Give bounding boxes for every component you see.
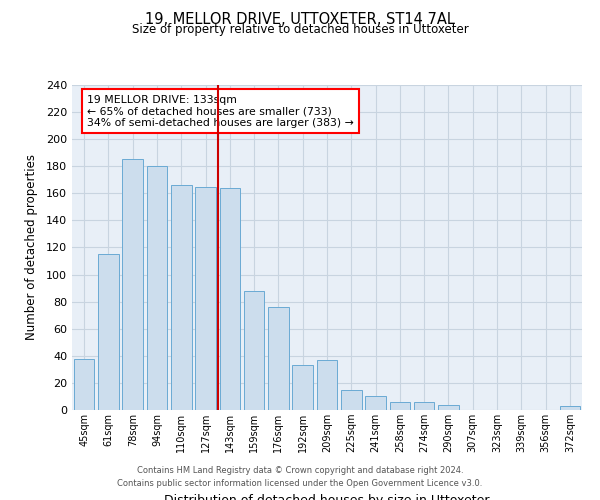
Text: Contains HM Land Registry data © Crown copyright and database right 2024.
Contai: Contains HM Land Registry data © Crown c… bbox=[118, 466, 482, 487]
Bar bbox=[171, 185, 191, 410]
Bar bbox=[389, 402, 410, 410]
Bar bbox=[146, 166, 167, 410]
Bar bbox=[341, 390, 362, 410]
Bar bbox=[122, 160, 143, 410]
Bar bbox=[317, 360, 337, 410]
Bar bbox=[414, 402, 434, 410]
Text: 19, MELLOR DRIVE, UTTOXETER, ST14 7AL: 19, MELLOR DRIVE, UTTOXETER, ST14 7AL bbox=[145, 12, 455, 28]
Bar bbox=[292, 366, 313, 410]
Bar bbox=[268, 307, 289, 410]
Bar bbox=[560, 406, 580, 410]
Bar bbox=[438, 404, 459, 410]
Bar bbox=[195, 186, 216, 410]
Y-axis label: Number of detached properties: Number of detached properties bbox=[25, 154, 38, 340]
Text: Size of property relative to detached houses in Uttoxeter: Size of property relative to detached ho… bbox=[131, 22, 469, 36]
Bar bbox=[365, 396, 386, 410]
Bar bbox=[98, 254, 119, 410]
Bar bbox=[244, 291, 265, 410]
Bar bbox=[74, 358, 94, 410]
Text: 19 MELLOR DRIVE: 133sqm
← 65% of detached houses are smaller (733)
34% of semi-d: 19 MELLOR DRIVE: 133sqm ← 65% of detache… bbox=[88, 94, 354, 128]
Bar bbox=[220, 188, 240, 410]
X-axis label: Distribution of detached houses by size in Uttoxeter: Distribution of detached houses by size … bbox=[164, 494, 490, 500]
